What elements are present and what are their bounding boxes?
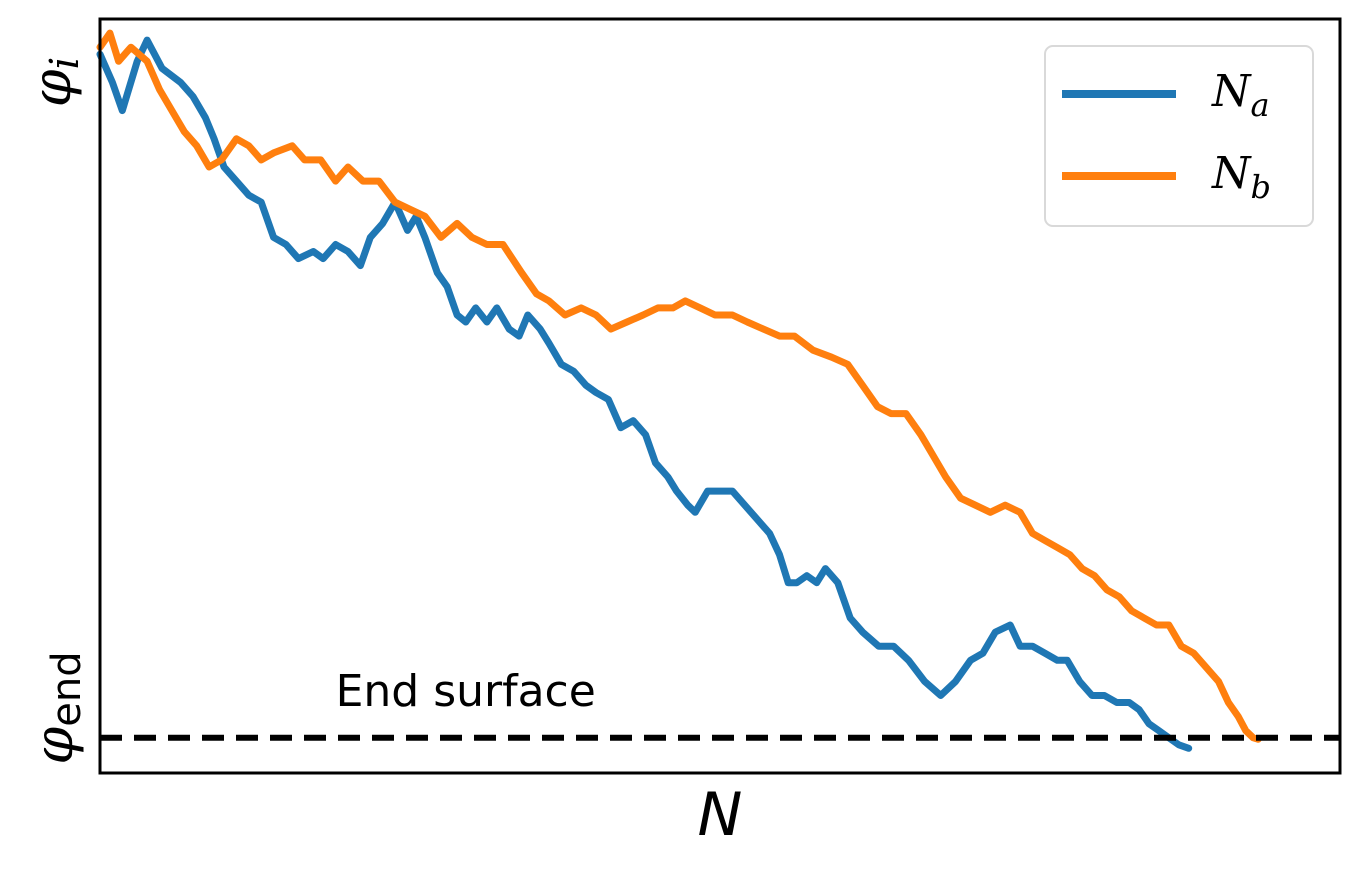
legend-a-base: N: [1211, 66, 1252, 117]
legend-label-series-b: Nb: [1211, 148, 1271, 206]
end-surface-annotation: End surface: [336, 666, 596, 717]
y-tick-label-phi-i: φi: [20, 57, 88, 108]
series-layer: [96, 29, 1262, 752]
x-axis-label: N: [698, 780, 743, 850]
y-tick-phi-end-base: φ: [22, 727, 85, 765]
legend: Na Nb: [1044, 45, 1314, 227]
plot-frame: [98, 17, 1342, 775]
y-tick-phi-i-base: φ: [20, 69, 83, 107]
y-tick-phi-end-sub: end: [44, 651, 90, 726]
legend-label-series-a: Na: [1211, 66, 1270, 124]
legend-b-sub: b: [1251, 168, 1271, 206]
series-line-a: [96, 36, 1193, 752]
legend-b-base: N: [1211, 148, 1252, 199]
y-tick-label-phi-end: φend: [22, 651, 90, 764]
legend-box: [1044, 45, 1314, 227]
series-line-b: [96, 29, 1262, 743]
legend-a-sub: a: [1251, 86, 1270, 124]
y-tick-phi-i-sub: i: [42, 57, 88, 70]
